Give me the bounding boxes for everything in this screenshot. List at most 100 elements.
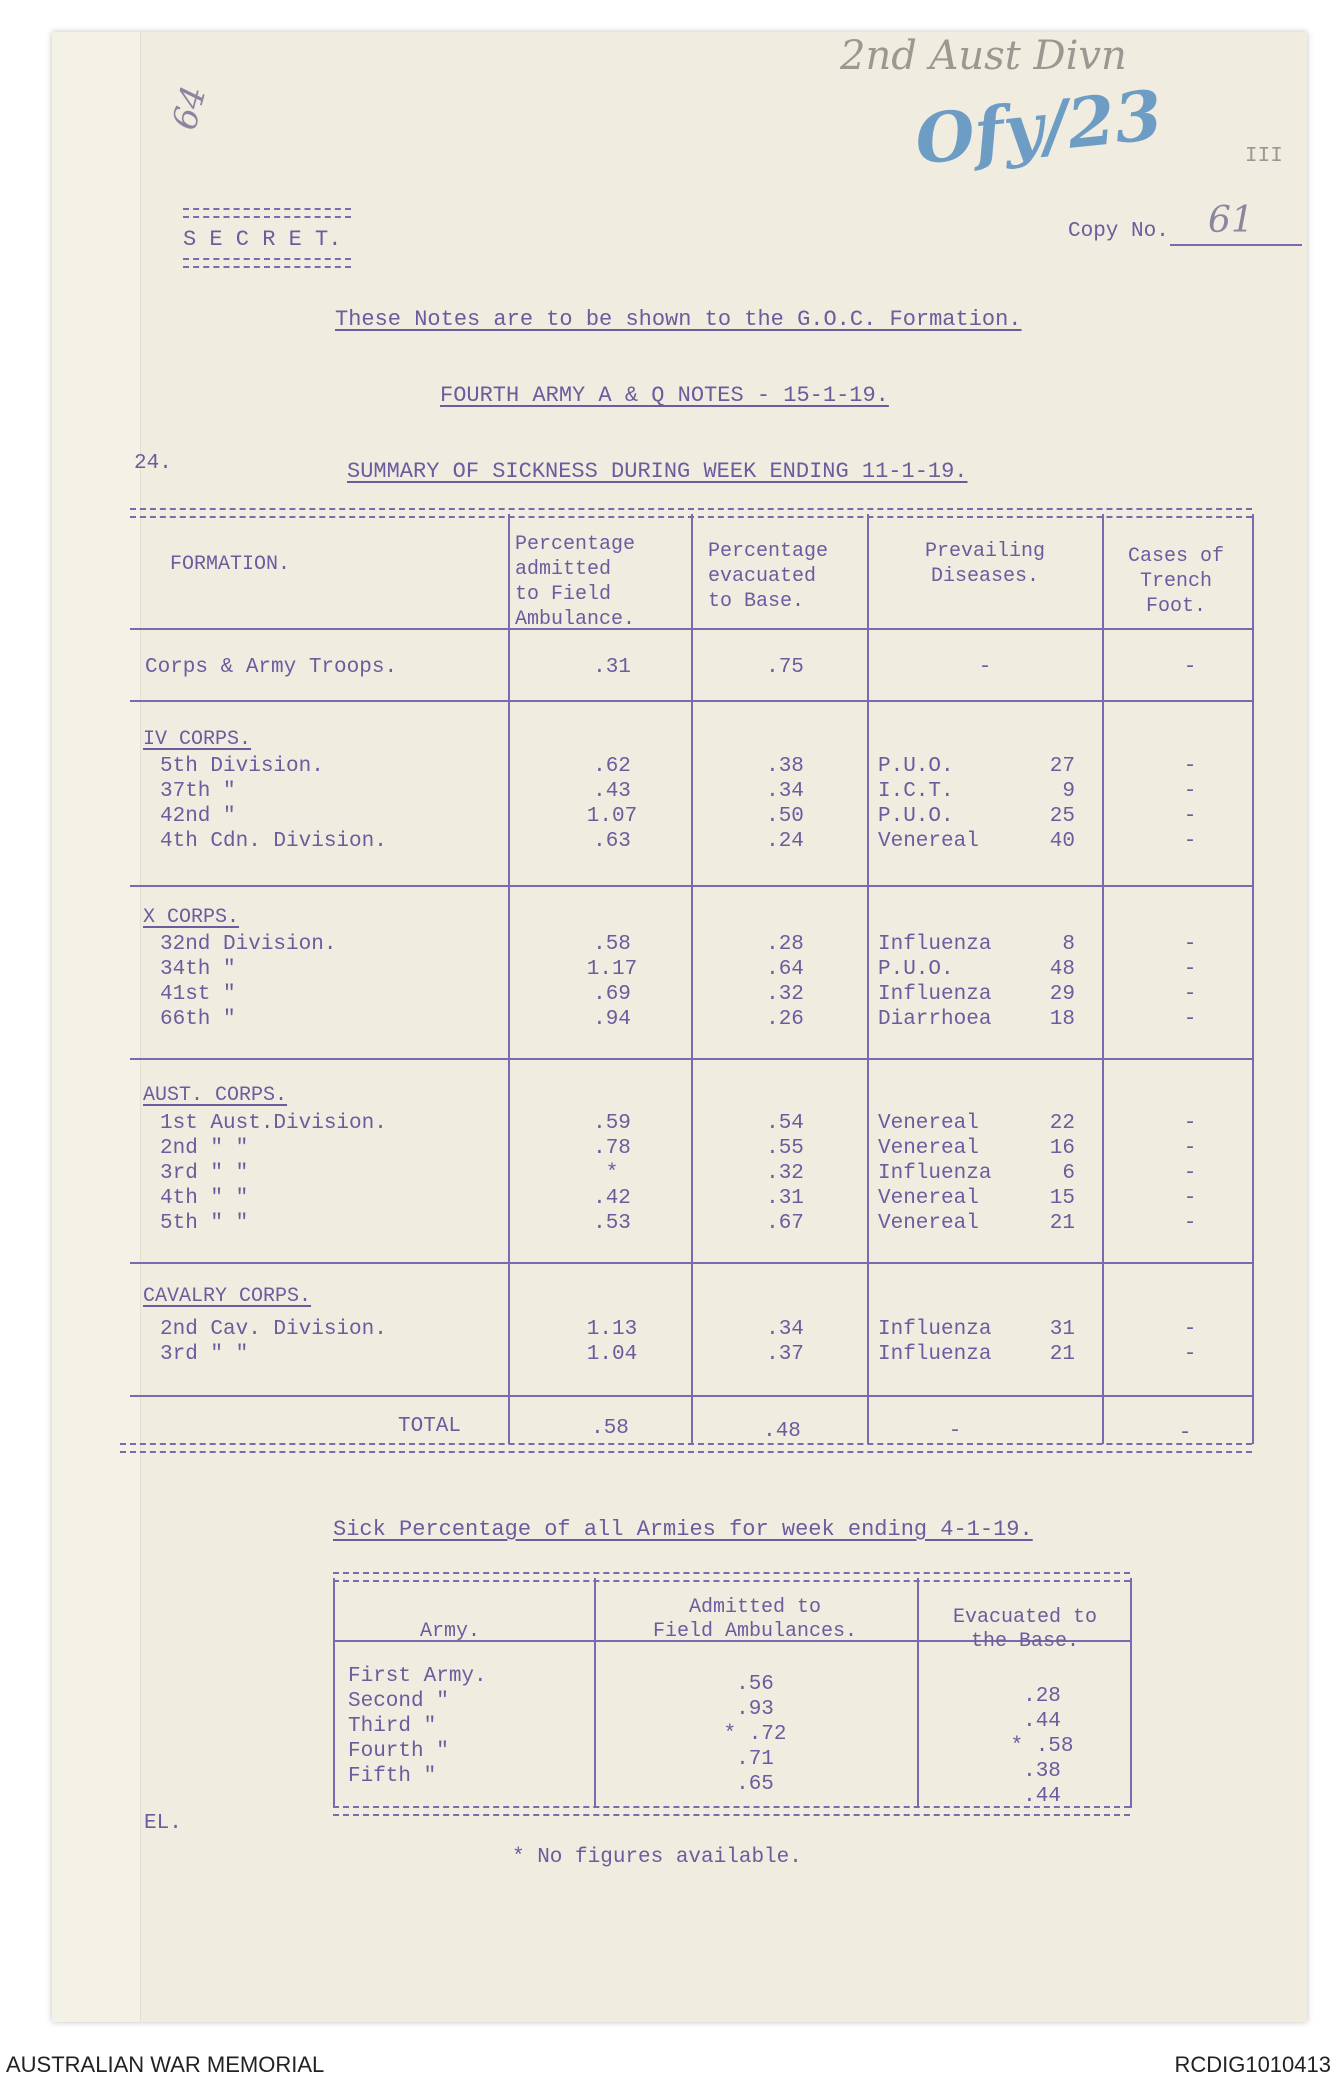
prevailing-disease: Venereal	[878, 1212, 979, 1235]
column-header: Army.	[419, 1620, 481, 1643]
disease-case-count: 29	[1049, 983, 1075, 1006]
prevailing-disease: -	[978, 656, 992, 679]
prevailing-disease: P.U.O.	[878, 805, 954, 828]
prevailing-disease: Influenza	[878, 1162, 992, 1185]
copy-label: Copy No.	[1068, 220, 1169, 243]
disease-case-count: 31	[1049, 1318, 1075, 1341]
section-divider	[130, 885, 1252, 887]
footnote: * No figures available.	[512, 1846, 802, 1869]
corps-heading: IV CORPS.	[143, 728, 252, 751]
table-bottom-rule	[120, 1443, 1252, 1453]
formation-name: 41st "	[160, 983, 236, 1006]
margin-mark: III	[1245, 145, 1283, 168]
formation-name: 2nd " "	[160, 1137, 249, 1160]
column-divider	[1130, 1578, 1132, 1808]
disease-case-count: 21	[1049, 1343, 1075, 1366]
admitted-percentage: .42	[593, 1187, 631, 1210]
trench-foot-cases: -	[1183, 805, 1197, 828]
column-header: Diseases.	[930, 565, 1040, 588]
copy-number: 61	[1208, 200, 1254, 241]
disease-case-count: 6	[1062, 1162, 1075, 1185]
notice: These Notes are to be shown to the G.O.C…	[335, 307, 1022, 332]
copy-number-line	[1170, 244, 1302, 246]
disease-case-count: 40	[1049, 830, 1075, 853]
column-header: Prevailing	[924, 540, 1046, 563]
section-divider	[130, 1262, 1252, 1264]
army-evacuated: * .58	[1010, 1735, 1074, 1758]
column-header: Trench	[1139, 570, 1213, 593]
disease-case-count: 25	[1049, 805, 1075, 828]
admitted-percentage: 1.04	[586, 1343, 638, 1366]
formation-name: 1st Aust.Division.	[160, 1112, 387, 1135]
column-divider	[594, 1578, 596, 1808]
evacuated-percentage: .38	[766, 755, 804, 778]
column-header: Percentage	[708, 540, 829, 563]
formation-name: 3rd " "	[160, 1343, 249, 1366]
disease-case-count: 9	[1062, 780, 1075, 803]
disease-case-count: 16	[1049, 1137, 1075, 1160]
evacuated-percentage: .31	[766, 1187, 804, 1210]
evacuated-percentage: .34	[766, 1318, 804, 1341]
trench-foot-cases: -	[1183, 1318, 1197, 1341]
column-header: evacuated	[708, 565, 817, 588]
formation-name: Corps & Army Troops.	[145, 656, 398, 679]
armies-table-bottom-rule	[333, 1806, 1130, 1816]
trench-foot-cases: -	[1183, 1112, 1197, 1135]
document-page	[52, 32, 1307, 2022]
footer-institution: AUSTRALIAN WAR MEMORIAL	[6, 2052, 325, 2077]
column-header: Admitted to	[688, 1596, 822, 1619]
column-header: Cases of	[1127, 545, 1225, 568]
disease-case-count: 8	[1062, 933, 1075, 956]
section-divider	[130, 628, 1252, 630]
evacuated-percentage: .32	[766, 983, 804, 1006]
column-divider	[508, 514, 510, 1444]
prevailing-disease: Influenza	[878, 1343, 992, 1366]
section-divider	[130, 1395, 1252, 1397]
formation-name: 66th "	[160, 1008, 236, 1031]
disease-case-count: 15	[1049, 1187, 1075, 1210]
prevailing-disease: P.U.O.	[878, 958, 954, 981]
secret-rule-top	[183, 208, 351, 218]
evacuated-percentage: .37	[766, 1343, 804, 1366]
disease-case-count: 48	[1049, 958, 1075, 981]
admitted-percentage: .69	[593, 983, 631, 1006]
disease-case-count: 21	[1049, 1212, 1075, 1235]
evacuated-percentage: .67	[766, 1212, 804, 1235]
handwritten-reference: 2nd Aust Divn	[840, 33, 1127, 79]
army-name: Second "	[348, 1690, 449, 1713]
trench-foot-cases: -	[1183, 1162, 1197, 1185]
column-divider	[917, 1578, 919, 1808]
section-number: 24.	[134, 452, 172, 475]
prevailing-disease: Influenza	[878, 933, 992, 956]
evacuated-percentage: .64	[766, 958, 804, 981]
admitted-percentage: 1.13	[586, 1318, 638, 1341]
trench-foot-cases: -	[1183, 830, 1197, 853]
prevailing-disease: Influenza	[878, 983, 992, 1006]
prevailing-disease: I.C.T.	[878, 780, 954, 803]
column-divider	[867, 514, 869, 1444]
admitted-percentage: .62	[593, 755, 631, 778]
trench-foot-cases: -	[1183, 780, 1197, 803]
column-header: FORMATION.	[169, 553, 291, 576]
total-admitted: .58	[591, 1417, 629, 1440]
evacuated-percentage: .54	[766, 1112, 804, 1135]
column-divider	[1102, 514, 1104, 1444]
army-admitted: * .72	[723, 1723, 787, 1746]
formation-name: 3rd " "	[160, 1162, 249, 1185]
army-name: Fifth "	[348, 1765, 437, 1788]
army-evacuated: .44	[1023, 1710, 1061, 1733]
army-name: Fourth "	[348, 1740, 449, 1763]
evacuated-percentage: .34	[766, 780, 804, 803]
evacuated-percentage: .55	[766, 1137, 804, 1160]
prevailing-disease: Diarrhoea	[878, 1008, 992, 1031]
admitted-percentage: .94	[593, 1008, 631, 1031]
column-header: Percentage	[515, 533, 636, 556]
evacuated-percentage: .75	[766, 656, 804, 679]
armies-table-title: Sick Percentage of all Armies for week e…	[333, 1517, 1033, 1542]
column-header: Ambulance.	[515, 608, 636, 631]
evacuated-percentage: .24	[766, 830, 804, 853]
trench-foot-cases: -	[1183, 983, 1197, 1006]
column-divider	[691, 514, 693, 1444]
column-header: Evacuated to	[952, 1606, 1098, 1629]
admitted-percentage: 1.07	[586, 805, 638, 828]
